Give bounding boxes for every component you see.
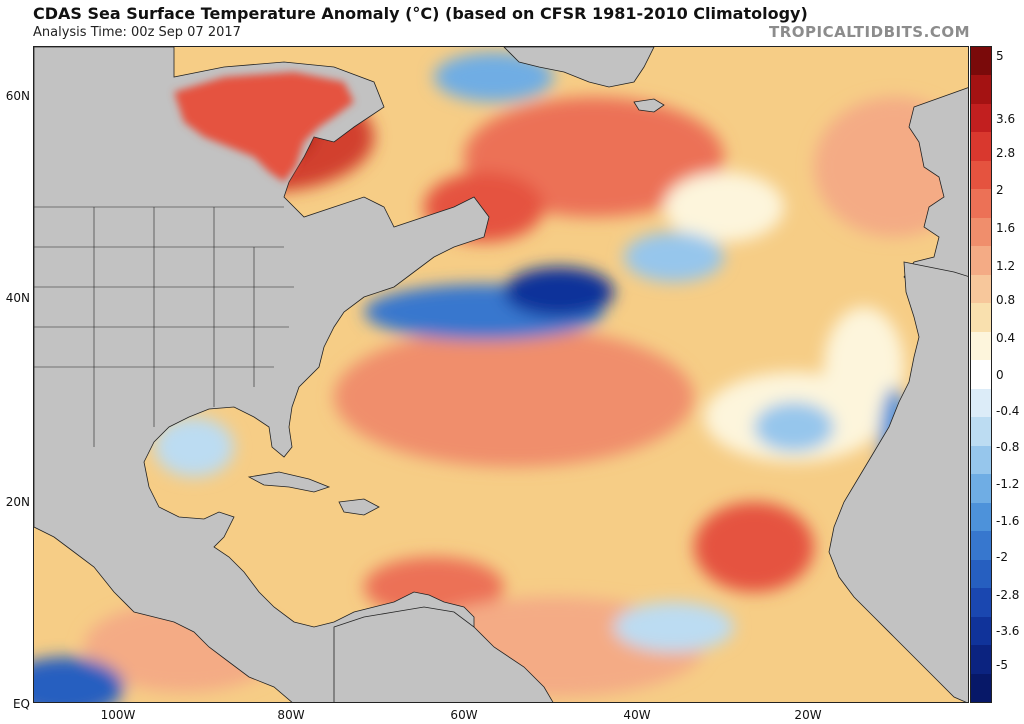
colorbar-tick-label: -0.4 <box>996 404 1020 418</box>
lon-label-60w: 60W <box>450 708 478 722</box>
landmass-north-america <box>34 47 490 702</box>
colorbar-tick-label: -1.2 <box>996 477 1020 491</box>
colorbar-segment <box>971 274 991 304</box>
colorbar-segment <box>971 559 991 589</box>
landmass-hispaniola <box>338 498 380 516</box>
colorbar-segment <box>971 47 991 76</box>
warm-anomaly-east-tropics <box>694 502 814 592</box>
lon-label-20w: 20W <box>794 708 822 722</box>
colorbar-tick-label: 3.6 <box>996 112 1016 126</box>
colorbar-segment <box>971 103 991 133</box>
landmass-greenland <box>503 47 655 88</box>
colorbar-tick-label: 5 <box>996 49 1004 63</box>
analysis-time: Analysis Time: 00z Sep 07 2017 <box>33 25 241 40</box>
colorbar-tick-label: -2 <box>996 550 1008 564</box>
lat-label-eq: EQ <box>12 697 30 711</box>
colorbar-tick-label: -5 <box>996 658 1008 672</box>
map-panel <box>33 46 969 703</box>
cool-anomaly-pacific-south <box>34 657 124 702</box>
lat-label-60n: 60N <box>5 89 30 103</box>
lon-label-40w: 40W <box>623 708 651 722</box>
colorbar-segment <box>971 588 991 618</box>
colorbar-tick-label: 0.4 <box>996 331 1016 345</box>
colorbar-segment <box>971 616 991 646</box>
colorbar-segment <box>971 132 991 162</box>
colorbar-tick-label: -1.6 <box>996 514 1020 528</box>
colorbar <box>970 46 992 703</box>
neutral-anomaly-west-africa <box>824 307 904 427</box>
credit-watermark: TROPICALTIDBITS.COM <box>769 23 970 41</box>
state-boundaries <box>34 206 294 447</box>
lat-label-20n: 20N <box>5 495 30 509</box>
colorbar-segment <box>971 160 991 190</box>
colorbar-tick-label: 0 <box>996 368 1004 382</box>
colorbar-tick-label: 2.8 <box>996 146 1016 160</box>
colorbar-tick-label: -2.8 <box>996 588 1020 602</box>
cool-anomaly-mid-atlantic <box>624 232 724 282</box>
colorbar-tick-label: 2 <box>996 183 1004 197</box>
warm-anomaly-central <box>334 327 694 467</box>
state-boundary-lines <box>34 206 294 447</box>
landmass-iceland <box>633 98 665 113</box>
colorbar-segment <box>971 217 991 247</box>
cool-anomaly-greenland <box>434 52 554 102</box>
colorbar-segment <box>971 303 991 333</box>
colorbar-segment <box>971 75 991 105</box>
lon-label-100w: 100W <box>100 708 136 722</box>
colorbar-segment <box>971 645 991 674</box>
neutral-anomaly-mid-east <box>664 172 784 242</box>
colorbar-tick-label: 0.8 <box>996 293 1016 307</box>
colorbar-segment <box>971 388 991 418</box>
landmass-africa <box>828 261 968 702</box>
colorbar-segment <box>971 246 991 276</box>
colorbar-segment <box>971 531 991 561</box>
colorbar-segment <box>971 189 991 219</box>
colorbar-segment <box>971 417 991 447</box>
cool-anomaly-gulf-stream-core <box>504 267 614 317</box>
lon-label-80w: 80W <box>277 708 305 722</box>
land-masses <box>34 47 968 702</box>
cool-anomaly-east-atlantic <box>754 402 834 452</box>
colorbar-segment <box>971 502 991 532</box>
colorbar-tick-label: -3.6 <box>996 624 1020 638</box>
colorbar-tick-label: 1.2 <box>996 259 1016 273</box>
lat-label-40n: 40N <box>5 291 30 305</box>
cool-anomaly-tropics <box>614 602 734 652</box>
sst-anomaly-map <box>34 47 968 702</box>
landmass-cuba <box>247 471 331 493</box>
colorbar-segment <box>971 445 991 475</box>
cool-anomaly-gulf-mexico <box>154 417 234 477</box>
colorbar-segment <box>971 673 991 703</box>
landmass-south-america <box>333 606 554 702</box>
map-title: CDAS Sea Surface Temperature Anomaly (°C… <box>33 4 808 23</box>
colorbar-segment <box>971 331 991 361</box>
colorbar-segment <box>971 360 991 390</box>
colorbar-segment <box>971 474 991 504</box>
colorbar-tick-label: -0.8 <box>996 440 1020 454</box>
colorbar-tick-label: 1.6 <box>996 221 1016 235</box>
hudson-bay-water <box>174 72 354 182</box>
